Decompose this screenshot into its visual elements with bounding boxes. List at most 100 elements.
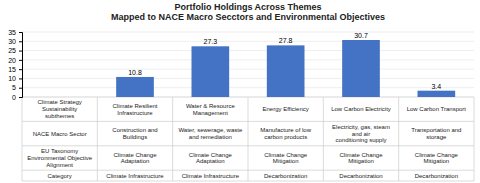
bar xyxy=(342,40,380,97)
table-column-line xyxy=(248,97,249,181)
table-cell: Climate ChangeMitigation xyxy=(339,152,383,165)
y-tick-label: 35 xyxy=(8,29,16,36)
table-cell-line: Climate Change xyxy=(415,152,459,158)
table-cell-line: Decarbonization xyxy=(264,173,307,179)
table-cell-line: Climate Resilient xyxy=(112,103,157,109)
y-tick-mark xyxy=(19,41,22,42)
table-column-line xyxy=(22,97,23,181)
table-cell: Water, sewerage, wasteand remediation xyxy=(178,127,242,140)
table-cell-line: conditioning supply xyxy=(335,137,386,143)
grid-line xyxy=(22,59,474,60)
table-cell-line: Electricity, gas, steam xyxy=(332,124,390,130)
table-cell-line: and air xyxy=(352,131,370,137)
table-cell-line: Climate Infrastructure xyxy=(182,173,240,179)
y-tick-mark xyxy=(19,32,22,33)
table-cell: Low Carbon Transport xyxy=(407,106,467,112)
table-cell-line: Adaptation xyxy=(196,158,225,164)
bar xyxy=(116,77,154,97)
table-cell: Category xyxy=(47,173,71,179)
table-cell-line: NACE Macro Sector xyxy=(33,131,87,137)
table-cell: Climate ResilientInfrastructure xyxy=(112,103,157,116)
table-cell-line: Management xyxy=(193,110,228,116)
bar xyxy=(41,97,79,98)
y-tick: 15 xyxy=(8,66,22,73)
title: Portfolio Holdings Across ThemesMapped t… xyxy=(111,2,385,22)
y-tick-mark xyxy=(19,97,22,98)
table-cell-line: Water & Resource xyxy=(186,103,235,109)
table-cell: Climate Infrastructure xyxy=(182,173,240,179)
table-cell-line: Alignment xyxy=(46,162,73,168)
table-cell-line: storage xyxy=(426,134,447,140)
table-column-line xyxy=(323,97,324,181)
data-label: 27.3 xyxy=(204,38,218,45)
table: Climate StrategySustainabilitysubthemesC… xyxy=(22,97,474,181)
title-line: Portfolio Holdings Across Themes xyxy=(174,2,321,12)
table-borders xyxy=(22,97,474,181)
table-cell: Decarbonization xyxy=(264,173,307,179)
table-cell-line: Manufacture of low xyxy=(260,127,311,133)
table-cell-line: Infrastructure xyxy=(117,110,153,116)
y-tick-label: 10 xyxy=(8,75,16,82)
table-cell-line: Climate Infrastructure xyxy=(106,173,164,179)
y-tick-mark xyxy=(19,69,22,70)
table-cell-line: Mitigation xyxy=(423,158,449,164)
y-tick-label: 20 xyxy=(8,57,16,64)
table-cell: Low Carbon Electricity xyxy=(331,106,391,112)
table-cell-line: carbon products xyxy=(264,134,307,140)
bar xyxy=(192,46,230,97)
table-cell-line: Water, sewerage, waste xyxy=(178,127,242,133)
table-cell-line: Climate Change xyxy=(264,152,308,158)
grid-line xyxy=(22,87,474,88)
table-cell-line: Climate Change xyxy=(189,152,233,158)
data-label: 10.8 xyxy=(128,69,142,76)
y-tick-label: 0 xyxy=(12,94,16,101)
bar xyxy=(418,91,456,97)
table-cell: Climate StrategySustainabilitysubthemes xyxy=(37,99,81,119)
table-cell-line: Climate Strategy xyxy=(37,99,81,105)
y-tick: 20 xyxy=(8,57,22,64)
table-cell-line: Mitigation xyxy=(273,158,299,164)
table-cell: Climate ChangeMitigation xyxy=(415,152,459,165)
y-axis-line xyxy=(19,33,23,98)
table-cell-line: Adaptation xyxy=(121,158,150,164)
y-tick: 10 xyxy=(8,75,22,82)
bars xyxy=(116,40,455,97)
table-cell-line: Sustainability xyxy=(42,106,77,112)
table-cell-line: Category xyxy=(47,173,71,179)
table-cell: Transportation andstorage xyxy=(411,127,461,140)
grid-line xyxy=(22,41,474,42)
table-cell-line: EU Taxonomy xyxy=(41,148,78,154)
table-column-line xyxy=(474,97,475,181)
table-cell: Decarbonization xyxy=(339,173,382,179)
table-cell: Energy Efficiency xyxy=(263,106,309,112)
chart: Portfolio Holdings Across ThemesMapped t… xyxy=(0,0,480,183)
grid-line xyxy=(22,32,474,33)
table-column-line xyxy=(398,97,399,181)
y-tick-label: 5 xyxy=(12,84,16,91)
y-tick-label: 15 xyxy=(8,66,16,73)
table-cell-line: Low Carbon Transport xyxy=(407,106,467,112)
y-tick-mark xyxy=(19,78,22,79)
table-cell: Construction andBuildings xyxy=(112,127,157,140)
y-tick: 0 xyxy=(12,94,22,101)
data-labels: 10.827.327.830.73.4 xyxy=(128,32,441,90)
table-row-line xyxy=(22,97,474,98)
table-cell: Climate ChangeMitigation xyxy=(264,152,308,165)
table-cell: Climate ChangeAdaptation xyxy=(113,152,157,165)
y-tick: 30 xyxy=(8,38,22,45)
y-tick-mark xyxy=(19,88,22,89)
table-cell-line: Low Carbon Electricity xyxy=(331,106,391,112)
y-tick-mark xyxy=(19,60,22,61)
table-cell: NACE Macro Sector xyxy=(33,131,87,137)
table-cell-line: Climate Change xyxy=(113,152,157,158)
table-cell-line: Transportation and xyxy=(411,127,461,133)
grid-line xyxy=(22,69,474,70)
table-cell-line: Decarbonization xyxy=(415,173,458,179)
data-label: 3.4 xyxy=(431,83,441,90)
y-tick-label: 25 xyxy=(8,47,16,54)
y-tick: 25 xyxy=(8,47,22,54)
table-cell-line: Climate Change xyxy=(339,152,383,158)
y-tick: 35 xyxy=(8,29,22,36)
table-cell-line: subthemes xyxy=(45,113,74,119)
y-axis: 0 5 10 15 20 25 30 35 xyxy=(8,29,22,101)
